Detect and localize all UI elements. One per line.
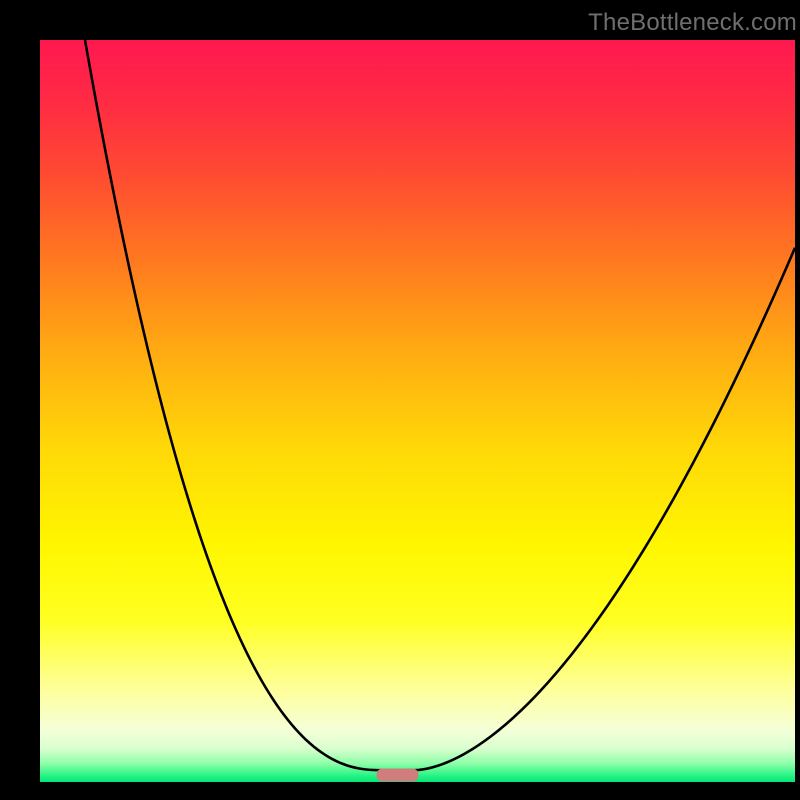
gradient-background	[40, 40, 795, 782]
plot-area	[40, 40, 795, 782]
optimal-marker	[377, 769, 419, 782]
watermark-text: TheBottleneck.com	[588, 9, 797, 37]
bottleneck-chart	[40, 40, 795, 782]
